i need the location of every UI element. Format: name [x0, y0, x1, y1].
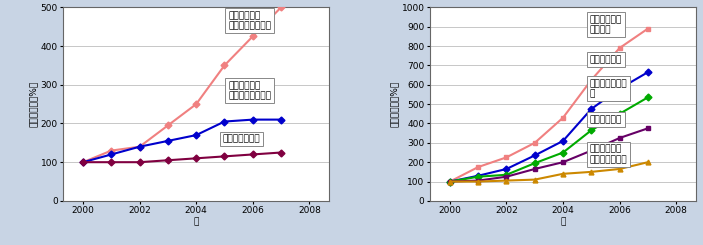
Text: 直接メタノール
形: 直接メタノール 形 — [590, 79, 627, 98]
Text: 燃料電池発電
システム（日本）: 燃料電池発電 システム（日本） — [228, 81, 271, 100]
X-axis label: 年: 年 — [560, 217, 566, 226]
X-axis label: 年: 年 — [193, 217, 199, 226]
Text: 固体酸化物形: 固体酸化物形 — [590, 115, 622, 124]
Text: 固体高分子形: 固体高分子形 — [590, 55, 622, 64]
Y-axis label: 論文の伸び（%）: 論文の伸び（%） — [389, 81, 399, 127]
Text: 全論文（世界）: 全論文（世界） — [223, 135, 260, 144]
Text: 材料開発（導
電膜等）: 材料開発（導 電膜等） — [590, 15, 622, 35]
Y-axis label: 論文の伸び（%）: 論文の伸び（%） — [29, 81, 38, 127]
Text: 燃料電池発電
システム（世界）: 燃料電池発電 システム（世界） — [228, 11, 271, 31]
Text: システム技術
（水素製造等）: システム技術 （水素製造等） — [590, 145, 627, 164]
